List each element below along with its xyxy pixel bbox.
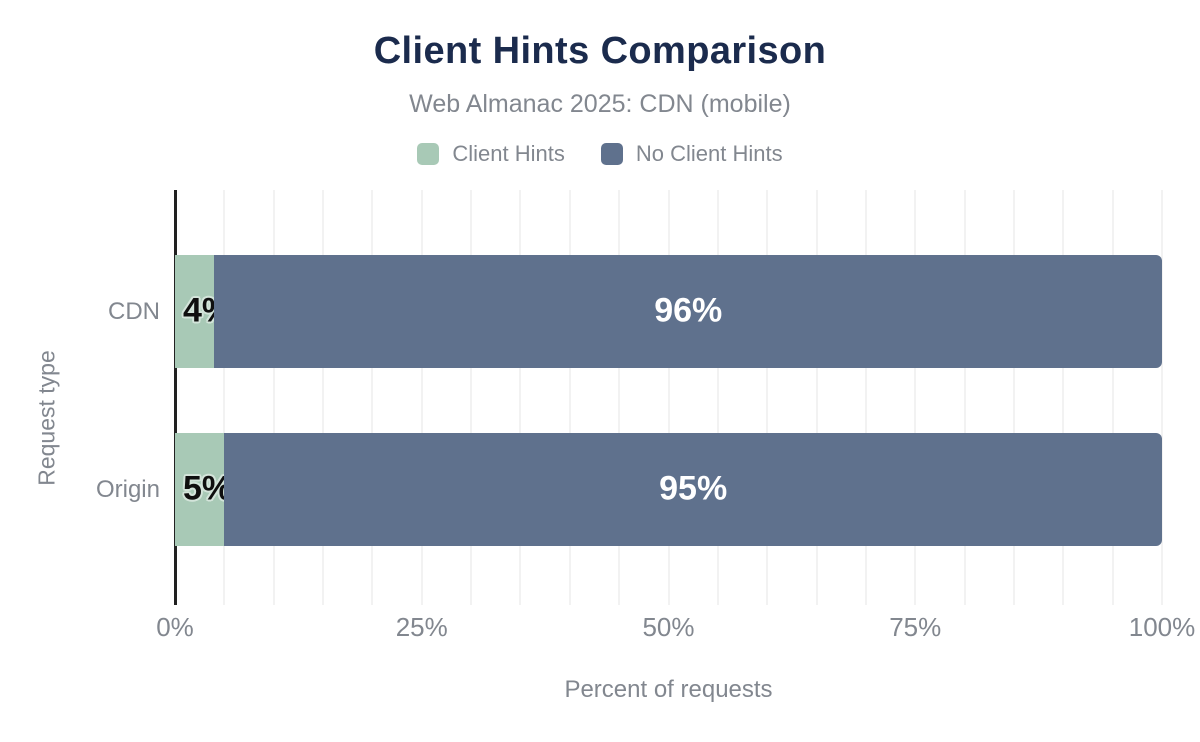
legend-label: No Client Hints [635,141,783,166]
bar-row-cdn: 4% 96% [175,255,1162,368]
gridline [568,190,571,605]
gridline [1161,190,1163,605]
legend-item-no-client-hints[interactable]: No Client Hints [600,141,783,167]
gridline [914,190,917,605]
bar-value-label: 95% [659,469,728,508]
bar-segment-cdn-no-client-hints[interactable] [214,255,1162,368]
gridline [322,190,325,605]
gridline [864,190,867,605]
gridline [716,190,719,605]
y-category-labels: CDN Origin [0,190,160,605]
gridline [223,190,226,605]
legend-swatch-icon [600,143,623,165]
x-tick-100: 100% [1128,612,1196,642]
x-tick-50: 50% [642,612,695,642]
bar-value-label: 96% [654,291,723,330]
gridline [618,190,621,605]
legend-label: Client Hints [452,141,565,166]
gridline [963,190,966,605]
bar-segment-cdn-client-hints[interactable] [175,255,215,368]
x-tick-25: 25% [395,612,448,642]
chart-subtitle: Web Almanac 2025: CDN (mobile) [409,90,791,118]
gridline [272,190,275,605]
bar-value-label: 5% [183,469,233,508]
bar-segment-origin-no-client-hints[interactable] [224,433,1162,546]
gridline [371,190,374,605]
gridline [1012,190,1015,605]
x-axis-title: Percent of requests [564,676,773,703]
y-category-label-cdn: CDN [108,297,160,325]
legend: Client Hints No Client Hints [0,141,1200,167]
chart-title: Client Hints Comparison [373,30,827,72]
gridline [519,190,522,605]
legend-item-client-hints[interactable]: Client Hints [417,141,565,167]
x-tick-75: 75% [889,612,942,642]
gridline [766,190,769,605]
plot-area: 4% 96% 5% 95% [174,190,1163,605]
x-tick-0: 0% [156,612,194,642]
x-axis-ticks: 0% 25% 50% 75% 100% [156,612,1195,644]
y-category-label-origin: Origin [95,475,160,503]
gridline [1111,190,1114,605]
gridline [470,190,473,605]
gridline [815,190,818,605]
gridline [1062,190,1065,605]
legend-swatch-icon [417,143,440,165]
gridline [420,190,423,605]
bar-segment-origin-client-hints[interactable] [175,433,225,546]
gridline [667,190,670,605]
y-axis-line [174,190,177,605]
bar-row-origin: 5% 95% [175,433,1162,546]
